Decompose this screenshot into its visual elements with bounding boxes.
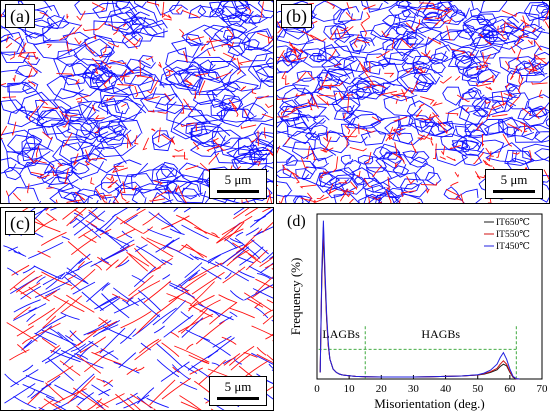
x-tick-label: 70: [537, 383, 549, 395]
scale-bar-line: [493, 190, 535, 193]
legend: IT650℃ IT550℃ IT450℃: [481, 218, 538, 256]
x-tick-label: 0: [314, 383, 320, 395]
misorientation-chart: 0 10 20 30 40 50 60 70 Misorientation (deg.) Freq…: [280, 206, 550, 413]
legend-label: IT650℃: [496, 218, 530, 228]
ebsd-map-a: (a) 5 μm: [0, 0, 274, 204]
legend-label: IT450℃: [496, 242, 530, 252]
x-tick-label: 50: [472, 383, 484, 395]
ebsd-map-c: (c) 5 μm: [0, 207, 274, 411]
x-tick-label: 40: [440, 383, 452, 395]
plot-frame: [316, 213, 543, 380]
y-axis-label: Frequency (%): [288, 258, 303, 336]
region-label: HAGBs: [421, 327, 460, 341]
scale-bar-line: [217, 190, 259, 193]
scale-bar-label: 5 μm: [224, 379, 252, 394]
x-tick-label: 30: [408, 383, 420, 395]
legend-label: IT550℃: [496, 230, 530, 240]
x-tick-label: 60: [504, 383, 516, 395]
series-line: [319, 220, 520, 380]
chart-svg: 0 10 20 30 40 50 60 70 Misorientation (deg.) Freq…: [287, 213, 549, 411]
ebsd-map-b: (b) 5 μm: [276, 0, 550, 204]
scale-bar: 5 μm: [485, 169, 543, 199]
x-tick-label: 10: [344, 383, 356, 395]
scale-bar-label: 5 μm: [224, 172, 252, 187]
panel-label: (d): [287, 213, 306, 230]
region-label: LAGBs: [322, 327, 360, 341]
x-axis-label: Misorientation (deg.): [374, 396, 484, 411]
scale-bar-line: [217, 397, 259, 400]
panel-label: (a): [5, 4, 35, 28]
scale-bar-label: 5 μm: [500, 172, 528, 187]
scale-bar: 5 μm: [209, 169, 267, 199]
x-tick-label: 20: [376, 383, 388, 395]
panel-label: (b): [281, 4, 312, 28]
panel-label: (c): [5, 211, 35, 235]
scale-bar: 5 μm: [209, 376, 267, 406]
